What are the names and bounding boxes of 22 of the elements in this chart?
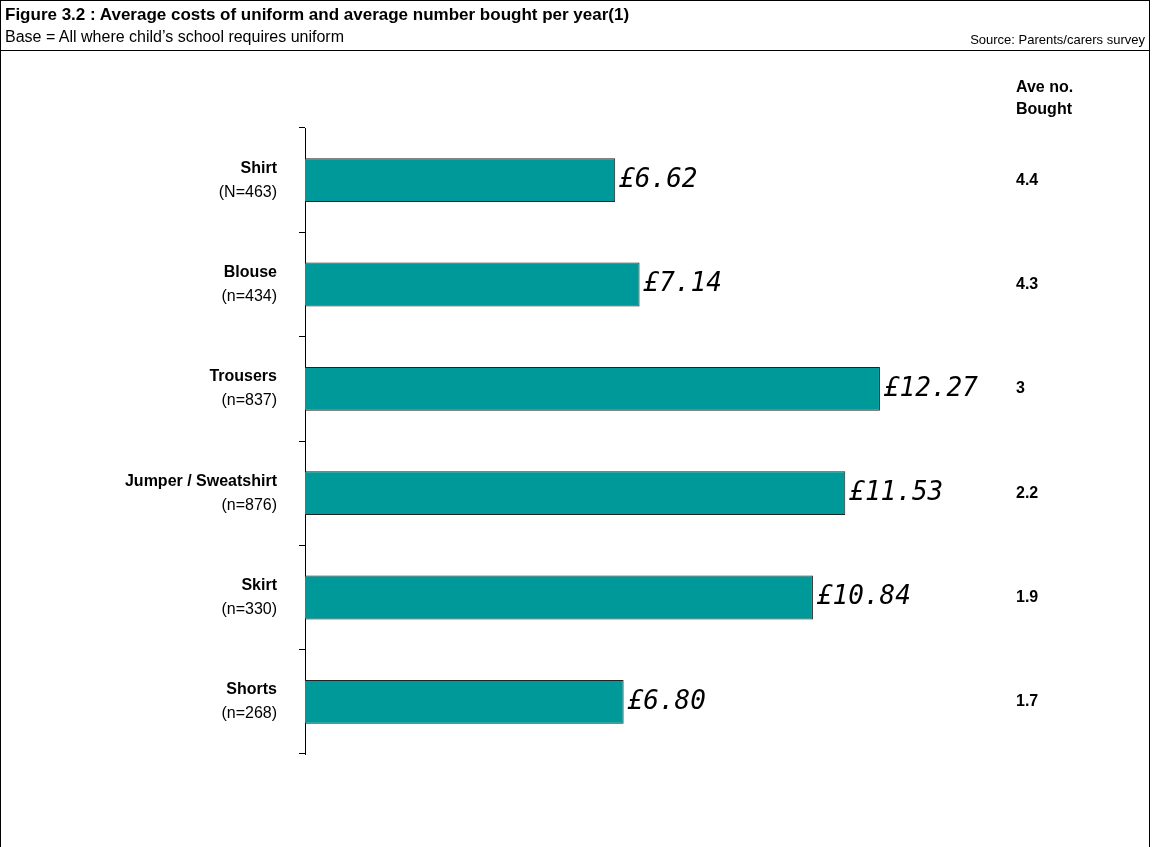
text: 1.7: [1016, 692, 1039, 710]
text: 2.2: [1016, 483, 1039, 501]
data-label: £10.84: [815, 580, 911, 611]
text: Base = All where child’s school requires uniform: [5, 28, 344, 46]
data-label: £6.80: [626, 684, 706, 715]
y-tick-label: Jumper / Sweatshirt (n=876): [124, 471, 278, 513]
chart-title: Figure 3.2 : Average costs of uniform and average number bought per year(1): [5, 5, 630, 25]
text: 4.3: [1016, 274, 1039, 292]
data-label: £6.62: [618, 162, 698, 193]
y-tick-label: Shorts (n=268): [221, 680, 278, 722]
y-tick-label: Trousers (n=837): [209, 367, 278, 409]
data-label: £12.27: [882, 371, 979, 402]
data-label: £11.53: [848, 475, 944, 506]
text: 1.9: [1016, 587, 1039, 605]
source-note: Source: Parents/carers survey: [970, 32, 1145, 47]
data-label: £7.14: [642, 267, 722, 298]
y-tick-label: Shirt (N=463): [218, 158, 278, 200]
y-tick-label: Skirt (n=330): [221, 575, 278, 617]
text: 4.4: [1016, 170, 1039, 188]
y-tick-label: Blouse (n=434): [221, 262, 278, 304]
text: 3: [1016, 379, 1025, 397]
text: Ave no. Bought: [1016, 78, 1074, 118]
